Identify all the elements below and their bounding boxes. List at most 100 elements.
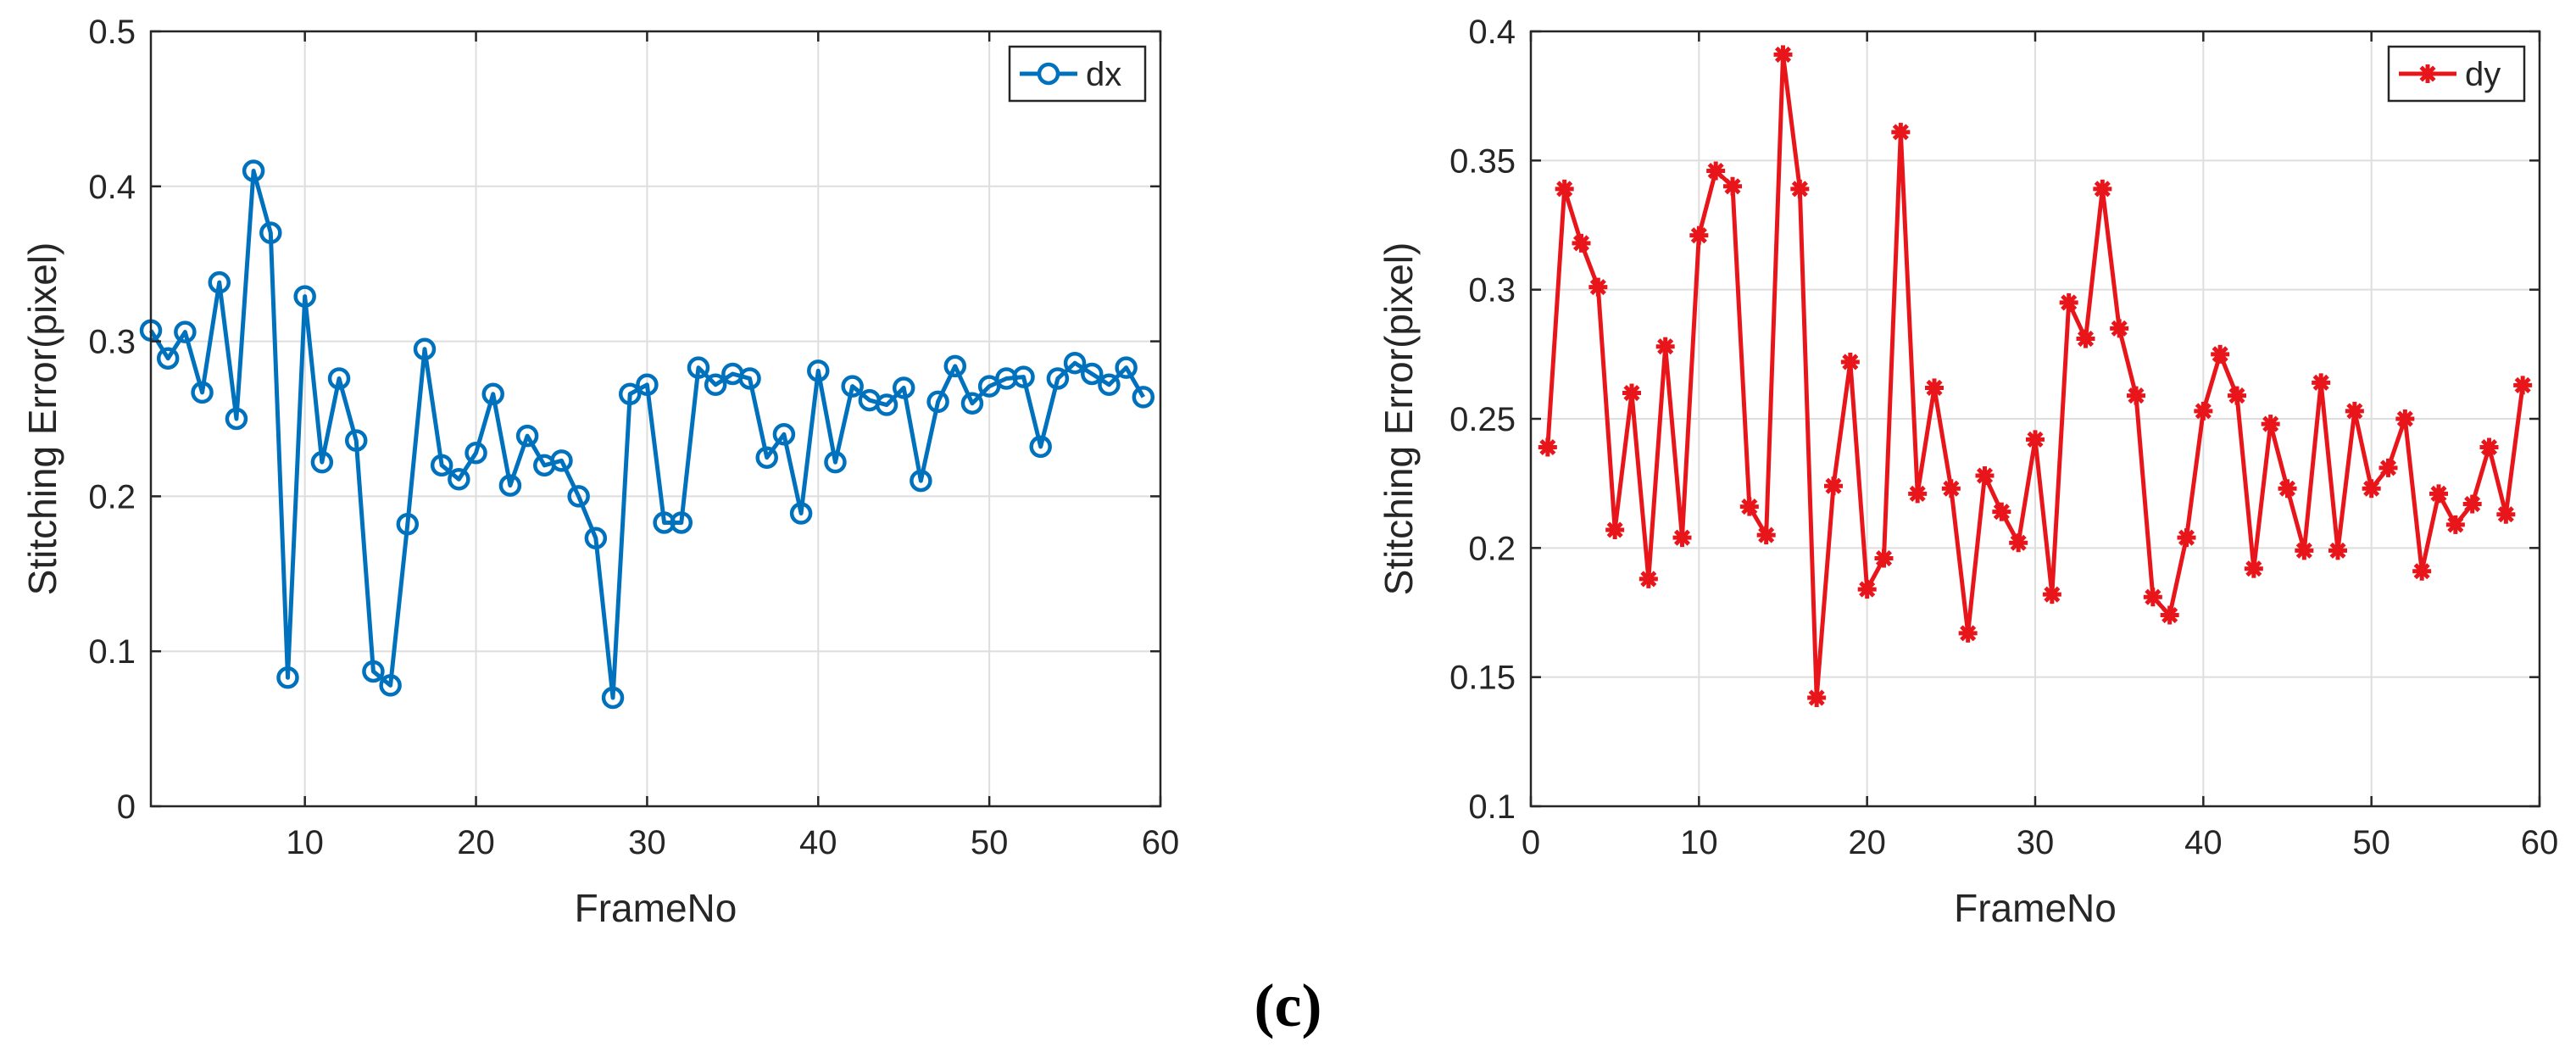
data-point (208, 270, 231, 294)
data-point-core (1677, 533, 1687, 543)
x-tick-label: 50 (971, 824, 1009, 861)
data-point (191, 381, 214, 404)
data-point-core (1896, 127, 1906, 136)
data-point (362, 660, 385, 683)
data-point (807, 359, 830, 382)
data-point (892, 376, 915, 399)
data-point-core (2300, 546, 2309, 555)
x-tick-label: 10 (286, 824, 324, 861)
data-point (259, 221, 282, 244)
x-tick-label: 0 (1522, 824, 1540, 861)
data-point-core (2518, 381, 2528, 390)
data-point-core (1611, 526, 1620, 535)
data-point-core (2216, 349, 2225, 359)
data-point (618, 382, 642, 406)
y-tick-label: 0.25 (1449, 401, 1516, 438)
data-point-core (1862, 585, 1872, 594)
legend-marker (1037, 62, 1060, 86)
data-point-core (2148, 593, 2157, 602)
data-point (1029, 435, 1052, 459)
data-point-core (2098, 184, 2107, 193)
data-point-core (1930, 383, 1939, 393)
data-point-core (2081, 334, 2090, 343)
axes-box (149, 30, 1162, 808)
x-tick-label: 60 (1142, 824, 1180, 861)
data-point (772, 423, 796, 446)
y-tick-label: 0.35 (1449, 142, 1516, 180)
data-point (687, 356, 710, 379)
x-tick-label: 10 (1680, 824, 1718, 861)
y-tick-label: 0.15 (1449, 660, 1516, 697)
data-point-core (2317, 378, 2326, 387)
data-point (755, 446, 778, 469)
data-point (584, 526, 608, 550)
data-point (396, 513, 420, 536)
y-tick-label: 0.1 (88, 633, 136, 671)
data-point-core (1778, 50, 1788, 59)
data-point (1012, 365, 1035, 388)
data-point (174, 320, 197, 343)
data-point-core (2417, 566, 2427, 576)
data-point-core (2501, 510, 2511, 519)
data-point-core (2115, 324, 2124, 333)
data-point (943, 354, 967, 378)
data-point (1046, 367, 1070, 390)
data-point (379, 674, 402, 697)
y-tick-label: 0.5 (88, 14, 136, 51)
data-point-core (2199, 406, 2208, 415)
data-point (448, 468, 470, 491)
data-point (465, 441, 487, 465)
data-point (276, 666, 299, 689)
data-point-core (2334, 546, 2342, 555)
data-point-core (2350, 406, 2359, 415)
data-point (926, 390, 949, 414)
data-point (481, 382, 504, 406)
data-point (738, 367, 761, 390)
data-point (1063, 351, 1087, 375)
data-point-core (2367, 484, 2376, 493)
data-point (875, 393, 899, 416)
data-point (344, 429, 368, 452)
data-point-core (2266, 420, 2275, 429)
data-point (498, 474, 522, 497)
data-point (293, 285, 316, 308)
data-point-core (2451, 520, 2460, 529)
data-point (310, 450, 334, 474)
y-tick-label: 0.2 (1468, 530, 1516, 567)
y-tick-label: 0.3 (88, 324, 136, 361)
y-axis-label: Stitching Error(pixel) (20, 242, 64, 596)
y-tick-label: 0.1 (1468, 788, 1516, 826)
data-point-core (2047, 590, 2056, 599)
plot-area (151, 31, 1160, 806)
data-point (910, 469, 932, 493)
data-point-core (1795, 184, 1805, 193)
y-tick-label: 0.4 (88, 169, 136, 206)
data-point-core (2132, 391, 2140, 400)
data-point-core (1963, 628, 1972, 638)
y-tick-label: 0.2 (88, 478, 136, 515)
x-axis-label: FrameNo (575, 886, 737, 930)
data-point (670, 511, 693, 534)
legend-label: dy (2465, 56, 2501, 93)
y-tick-label: 0 (117, 788, 136, 826)
data-point-core (1812, 694, 1822, 703)
data-point (824, 450, 847, 474)
data-point-core (2031, 435, 2039, 444)
data-point (601, 686, 625, 710)
data-point-core (1761, 531, 1771, 540)
data-point-core (1913, 489, 1922, 499)
x-tick-label: 40 (2184, 824, 2223, 861)
x-tick-label: 60 (2521, 824, 2559, 861)
data-point-core (1560, 184, 1569, 193)
data-point-core (1728, 181, 1737, 191)
data-point-core (1879, 554, 1889, 563)
data-point-core (2434, 489, 2443, 499)
y-tick-label: 0.3 (1468, 272, 1516, 309)
data-point (1115, 356, 1138, 379)
data-point (567, 485, 590, 508)
x-tick-label: 30 (2017, 824, 2055, 861)
data-point-core (1577, 238, 1586, 248)
data-point-core (1980, 471, 1989, 481)
data-point-core (1997, 507, 2006, 516)
